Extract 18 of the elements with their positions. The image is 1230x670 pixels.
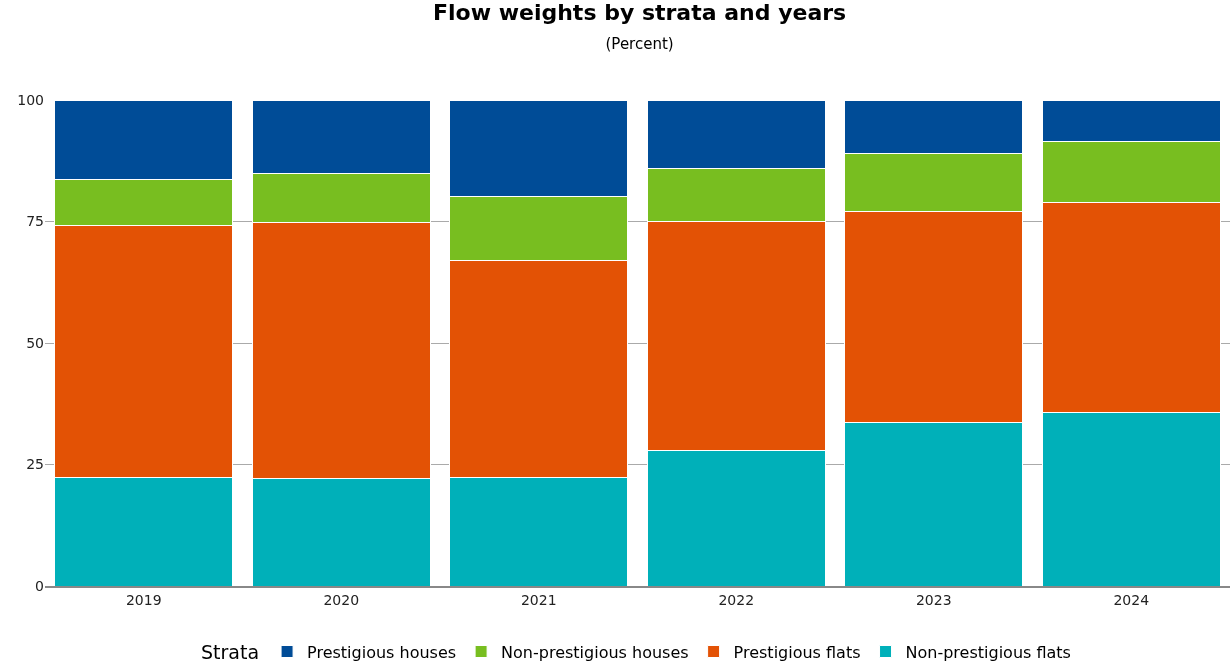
y-tick-label: 75: [26, 213, 44, 230]
chart-subtitle: (Percent): [605, 34, 674, 53]
y-tick-label: 25: [26, 456, 44, 473]
y-tick-label: 100: [17, 91, 44, 108]
x-tick-label: 2022: [718, 591, 755, 608]
legend-label: Prestigious flats: [733, 642, 861, 662]
chart-title: Flow weights by strata and years: [433, 0, 847, 26]
legend-label: Non-prestigious flats: [905, 642, 1071, 662]
x-tick-label: 2021: [520, 591, 557, 608]
legend-label: Prestigious houses: [307, 642, 457, 662]
x-tick-label: 2024: [1113, 591, 1150, 608]
y-tick-label: 50: [26, 334, 44, 351]
x-tick-label: 2020: [323, 591, 360, 608]
legend-label: Non-prestigious houses: [501, 642, 689, 662]
x-tick-label: 2019: [125, 591, 162, 608]
x-tick-label: 2023: [915, 591, 952, 608]
legend-title: Strata: [201, 641, 260, 664]
y-tick-label: 0: [35, 577, 44, 594]
